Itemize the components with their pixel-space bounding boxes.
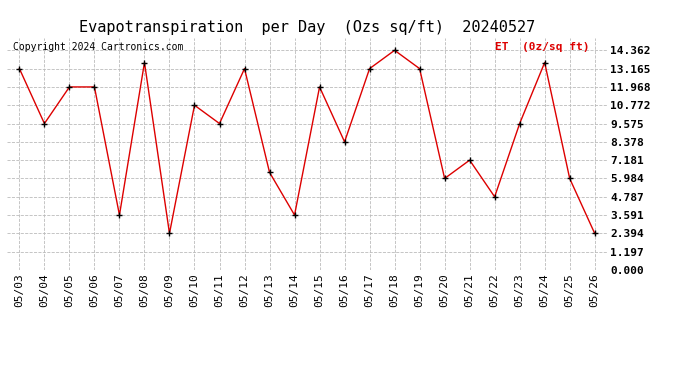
Text: ET  (0z/sq ft): ET (0z/sq ft) [495, 42, 589, 52]
Text: Copyright 2024 Cartronics.com: Copyright 2024 Cartronics.com [13, 42, 184, 52]
Title: Evapotranspiration  per Day  (Ozs sq/ft)  20240527: Evapotranspiration per Day (Ozs sq/ft) 2… [79, 20, 535, 35]
